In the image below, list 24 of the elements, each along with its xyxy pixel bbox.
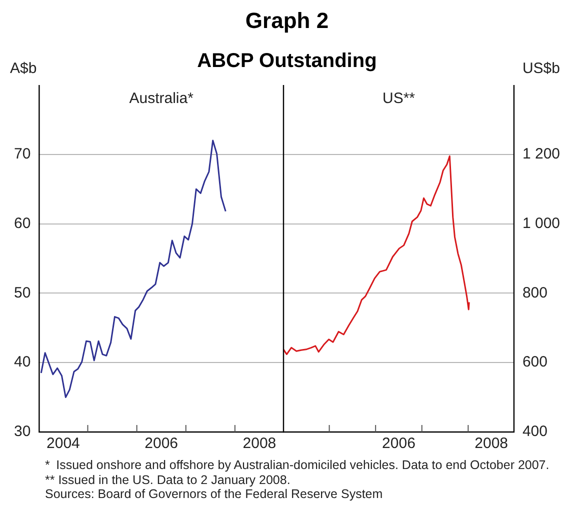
x-tick-label: 2004 — [46, 435, 80, 452]
y-tick-label: 60 — [14, 214, 31, 232]
y2-axis-title: US$b — [522, 60, 560, 77]
text: US** — [382, 90, 416, 107]
text: Australia* — [129, 90, 194, 107]
text: * Issued onshore and offshore by Australian-domiciled vehicles. Data to end October 2007. — [45, 458, 550, 472]
y2-tick-label: 400 — [522, 423, 548, 440]
y-tick-label: 50 — [14, 284, 31, 302]
y2-tick-label: 800 — [522, 284, 548, 302]
y-tick-label: 70 — [14, 146, 31, 163]
x-tick-label: 2006 — [144, 435, 178, 452]
y2-tick-label: 1 200 — [522, 146, 560, 163]
x-tick-label: 2008 — [474, 435, 508, 452]
y2-tick-label: 600 — [522, 354, 548, 371]
source-note: Sources: Board of Governors of the Federal Reserve System — [45, 487, 384, 502]
x-tick-label: 2008 — [242, 435, 276, 452]
chart-subtitle: ABCP Outstanding — [197, 50, 377, 72]
y2-tick-label: 1 000 — [522, 214, 560, 232]
y-tick-label: 30 — [14, 423, 31, 440]
y-tick-label: 40 — [14, 354, 31, 371]
text: ** Issued in the US. Data to 2 January 2008. — [45, 472, 292, 487]
chart-title: Graph 2 — [244, 8, 330, 34]
y-axis-title: A$b — [10, 60, 37, 77]
x-tick-label: 2006 — [382, 435, 416, 452]
